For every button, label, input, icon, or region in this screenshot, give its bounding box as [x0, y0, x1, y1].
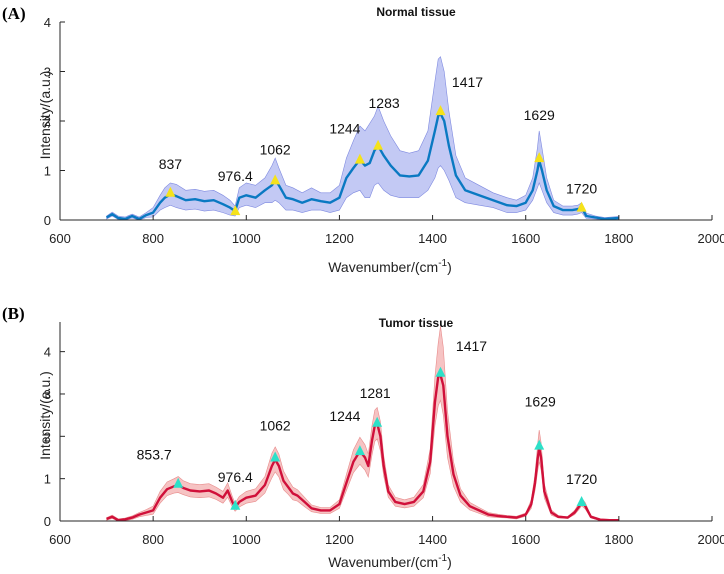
x-tick-label: 600: [49, 231, 71, 246]
peak-marker: [354, 445, 365, 456]
peak-label: 853.7: [137, 447, 172, 463]
y-tick-label: 2: [44, 114, 51, 129]
peak-label: 1720: [566, 181, 597, 197]
peak-label: 1244: [329, 408, 360, 424]
peak-label: 1062: [260, 417, 291, 433]
peak-marker: [270, 451, 281, 462]
chart-panel-tumor: (B) Tumor tissue 600 800 1000 1200 1400 1600 180…: [2, 304, 724, 570]
std-band: [106, 56, 620, 221]
peak-label: 1283: [369, 95, 400, 111]
peak-marker: [576, 201, 587, 212]
x-tick-label: 1800: [604, 532, 633, 547]
peak-label: 976.4: [218, 469, 253, 485]
x-tick-label: 1600: [511, 532, 540, 547]
y-tick-label: 1: [44, 472, 51, 487]
peak-label: 1629: [524, 107, 555, 123]
x-axis-label-exponent: -1: [438, 553, 447, 564]
x-tick-label: 800: [142, 532, 164, 547]
std-band: [106, 326, 620, 522]
y-tick-label: 0: [44, 213, 51, 228]
y-tick-label: 3: [44, 387, 51, 402]
peak-label: 1417: [456, 338, 487, 354]
peak-label: 1417: [452, 74, 483, 90]
y-tick-label: 0: [44, 514, 51, 529]
x-tick-label: 1000: [232, 532, 261, 547]
y-tick-label: 1: [44, 164, 51, 179]
peak-marker: [435, 366, 446, 377]
peak-label: 1062: [260, 141, 291, 157]
peak-marker: [534, 439, 545, 450]
peak-marker: [173, 477, 184, 488]
y-tick-label: 4: [44, 15, 51, 30]
x-axis-label-end: ): [447, 259, 452, 275]
chart-title: Normal tissue: [376, 5, 456, 19]
peak-label: 1720: [566, 471, 597, 487]
x-tick-label: 1400: [418, 231, 447, 246]
y-axis-label: Intensity/(a.u.): [37, 371, 53, 460]
x-tick-label: 1400: [418, 532, 447, 547]
peak-marker: [373, 139, 384, 150]
x-tick-label: 1000: [232, 231, 261, 246]
peak-marker: [372, 416, 383, 427]
peak-marker: [435, 105, 446, 116]
x-axis-label-end: ): [447, 554, 452, 570]
x-axis-label-main: Wavenumber/(cm: [328, 554, 438, 570]
x-axis-label-exponent: -1: [438, 258, 447, 269]
x-tick-label: 800: [142, 231, 164, 246]
panel-label: (A): [2, 4, 26, 23]
peak-marker: [230, 205, 241, 216]
peak-marker: [576, 495, 587, 506]
peak-marker: [270, 174, 281, 185]
peak-marker: [230, 499, 241, 510]
x-axis-label: Wavenumber/(cm-1): [328, 553, 452, 570]
peak-marker: [534, 152, 545, 163]
y-tick-label: 3: [44, 65, 51, 80]
y-axis-label: Intensity/(a.u.): [37, 71, 53, 160]
x-axis-label-main: Wavenumber/(cm: [328, 259, 438, 275]
y-tick-label: 2: [44, 429, 51, 444]
peak-label: 976.4: [218, 168, 253, 184]
x-tick-label: 1800: [604, 231, 633, 246]
y-tick-label: 4: [44, 345, 51, 360]
x-tick-label: 2000: [698, 532, 724, 547]
x-tick-label: 1200: [325, 231, 354, 246]
x-tick-label: 1600: [511, 231, 540, 246]
chart-title: Tumor tissue: [379, 316, 454, 330]
x-axis-label: Wavenumber/(cm-1): [328, 258, 452, 275]
x-tick-label: 2000: [698, 231, 724, 246]
peak-label: 1629: [525, 394, 556, 410]
panel-label: (B): [2, 304, 25, 323]
x-tick-label: 600: [49, 532, 71, 547]
x-tick-label: 1200: [325, 532, 354, 547]
peak-marker: [165, 186, 176, 197]
peak-label: 1244: [329, 121, 360, 137]
peak-marker: [354, 153, 365, 164]
mean-spectrum-line: [106, 373, 619, 522]
peak-label: 837: [159, 156, 183, 172]
peak-label: 1281: [360, 385, 391, 401]
